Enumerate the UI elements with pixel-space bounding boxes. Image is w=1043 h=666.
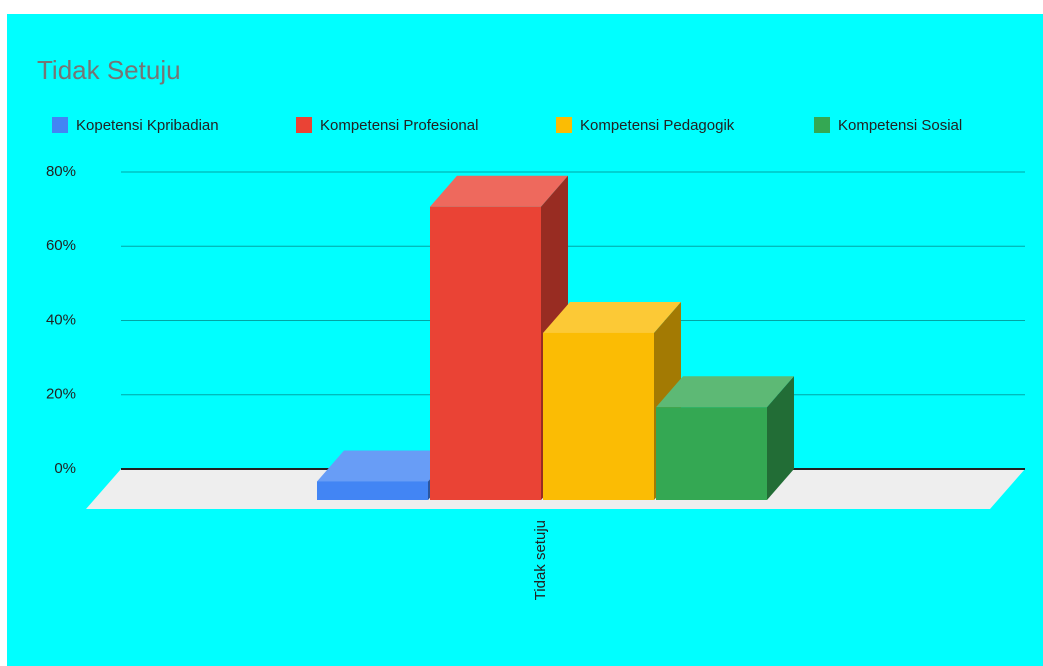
legend-swatch bbox=[556, 117, 572, 133]
y-tick-label: 60% bbox=[46, 237, 76, 254]
legend-label: Kompetensi Pedagogik bbox=[580, 117, 735, 134]
bar-top bbox=[317, 450, 455, 482]
bar bbox=[430, 206, 541, 500]
y-tick-label: 40% bbox=[46, 311, 76, 328]
chart-title: Tidak Setuju bbox=[37, 55, 181, 85]
bar bbox=[656, 407, 767, 500]
legend-swatch bbox=[52, 117, 68, 133]
bar bbox=[543, 332, 654, 500]
bar-side bbox=[767, 376, 794, 500]
legend-label: Kopetensi Kpribadian bbox=[76, 117, 219, 134]
legend-label: Kompetensi Sosial bbox=[838, 117, 962, 134]
y-tick-label: 20% bbox=[46, 386, 76, 403]
bar-top bbox=[656, 376, 794, 408]
y-tick-label: 0% bbox=[54, 460, 76, 477]
y-tick-label: 80% bbox=[46, 163, 76, 180]
bar-top bbox=[430, 175, 568, 207]
bar bbox=[317, 481, 428, 500]
bar-top bbox=[543, 301, 681, 333]
legend-swatch bbox=[296, 117, 312, 133]
legend-label: Kompetensi Profesional bbox=[320, 117, 478, 134]
legend-swatch bbox=[814, 117, 830, 133]
x-tick-label: Tidak setuju bbox=[532, 520, 549, 600]
